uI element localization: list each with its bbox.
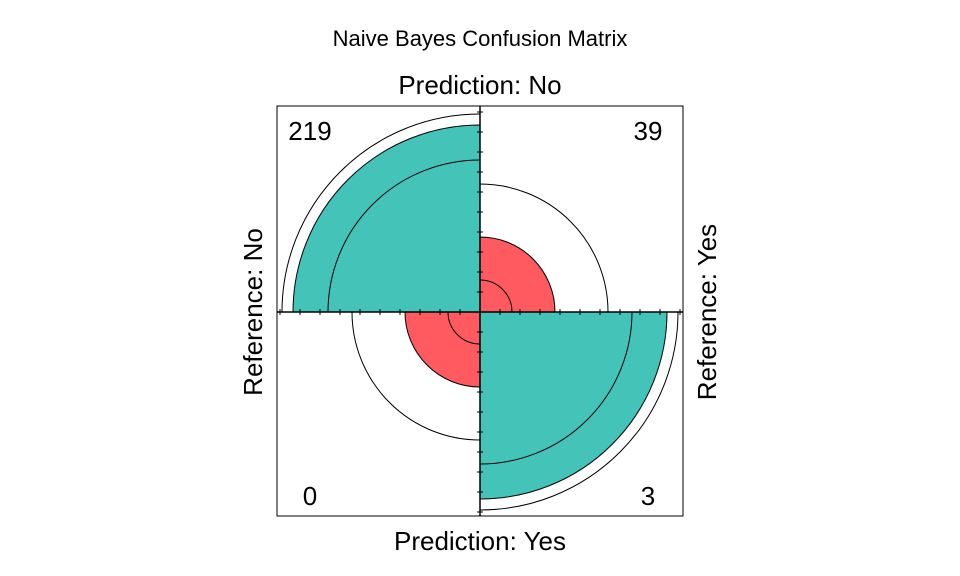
axis-ticks [279,111,681,513]
bottom-axis-label: Prediction: Yes [394,526,566,556]
quadrant-sector-bottom-right [479,311,668,500]
confidence-ring-outer-top-left [281,113,481,313]
quadrant-sector-top-right [479,236,556,313]
confidence-ring-inner-top-right [479,279,513,313]
count-label-bottom-right: 3 [641,481,655,511]
left-axis-label: Reference: No [238,228,268,396]
quadrant-fills [292,124,668,500]
confidence-ring-outer-top-right [479,183,609,313]
count-label-bottom-left: 0 [303,481,317,511]
quadrant-sector-bottom-left [404,311,481,388]
confidence-ring-outer-bottom-left [351,311,481,441]
confidence-ring-outer-bottom-right [479,311,679,511]
right-axis-label: Reference: Yes [692,224,722,400]
quadrant-sector-top-left [292,124,481,313]
confidence-ring-inner-bottom-left [447,311,481,345]
confidence-ring-inner-bottom-right [479,311,633,465]
chart-title: Naive Bayes Confusion Matrix [333,26,628,51]
confidence-ring-inner-top-left [327,159,481,313]
top-axis-label: Prediction: No [398,70,561,100]
count-label-top-right: 39 [634,116,663,146]
count-label-top-left: 219 [288,116,331,146]
confidence-rings [281,113,679,511]
